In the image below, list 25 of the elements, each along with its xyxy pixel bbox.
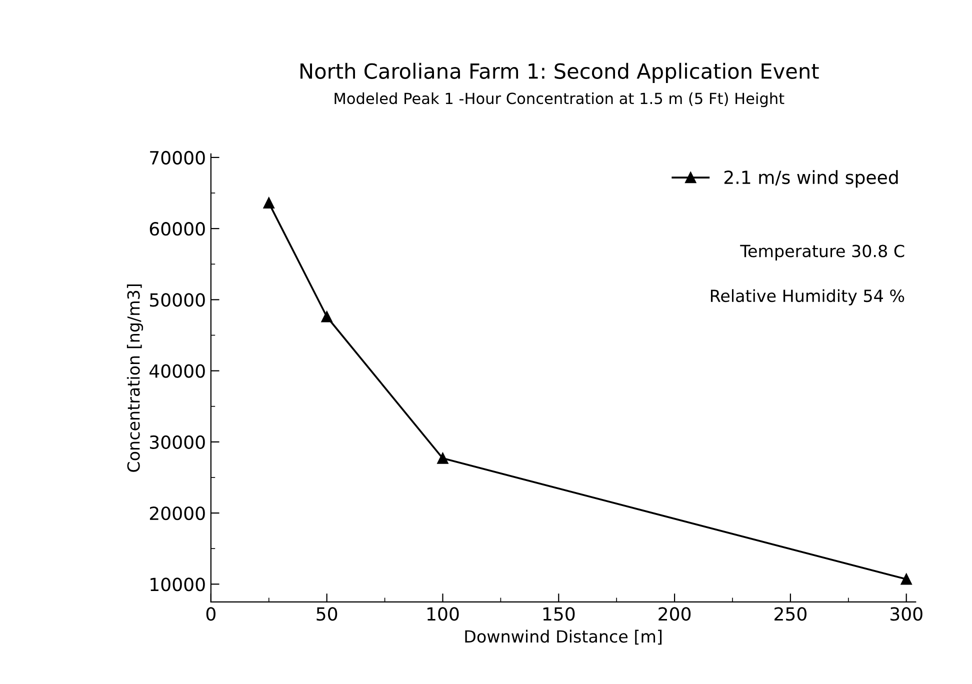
x-tick-label: 200 (658, 607, 691, 621)
x-tick-label: 100 (427, 607, 459, 621)
x-tick-label: 300 (890, 607, 922, 621)
x-axis-title: Downwind Distance [m] (465, 630, 662, 645)
y-tick-label: 30000 (150, 435, 205, 450)
y-tick-label: 20000 (150, 506, 205, 520)
y-tick-label: 40000 (150, 364, 205, 378)
point (900, 574, 912, 585)
chart-title: North Caroliana Farm 1: Second Application Event (300, 62, 819, 83)
x-tick-label: 50 (316, 607, 338, 621)
y-tick-label: 50000 (150, 293, 205, 307)
x-tick-label: 0 (206, 607, 216, 621)
y-tick-label: 10000 (150, 578, 205, 592)
point (321, 311, 332, 322)
y-tick-label: 60000 (150, 222, 205, 236)
annotation: Temperature 30.8 C (740, 244, 904, 261)
x-tick-label: 150 (543, 607, 575, 621)
point (263, 197, 274, 209)
y-tick-label: 70000 (150, 150, 205, 165)
legend-label: 2.1 m/s wind speed (724, 170, 898, 188)
y-axis-title: Concentration [ng/m3] (126, 284, 144, 472)
x-tick-label: 250 (774, 607, 806, 621)
chart-subtitle: Modeled Peak 1 -Hour Concentration at 1.5 m (5 Ft) Height (334, 92, 784, 108)
point (437, 452, 448, 464)
annotation: Relative Humidity 54 % (710, 289, 904, 306)
